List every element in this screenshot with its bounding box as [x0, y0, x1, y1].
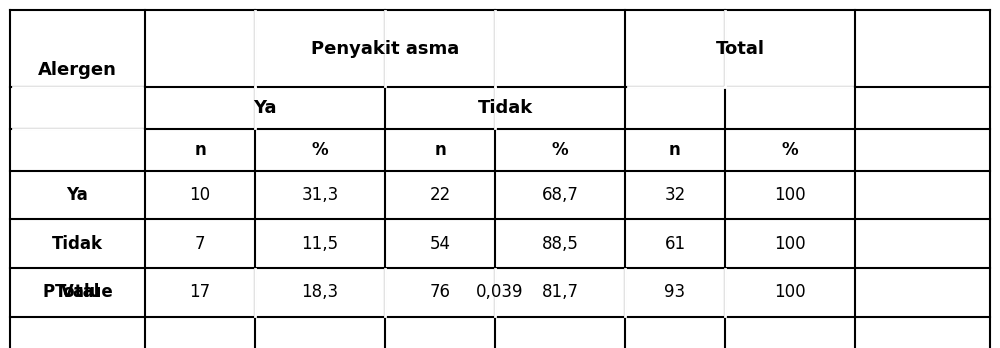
- Text: n: n: [194, 141, 206, 159]
- Text: Penyakit asma: Penyakit asma: [311, 40, 459, 58]
- Text: 100: 100: [774, 235, 806, 253]
- Text: 61: 61: [664, 235, 686, 253]
- Text: Alergen: Alergen: [38, 61, 117, 79]
- Text: 76: 76: [430, 283, 450, 301]
- Text: %: %: [552, 141, 568, 159]
- Text: 100: 100: [774, 283, 806, 301]
- Text: 68,7: 68,7: [542, 186, 578, 204]
- Text: Total: Total: [716, 40, 765, 58]
- Text: Tidak: Tidak: [477, 99, 533, 117]
- Text: 10: 10: [189, 186, 211, 204]
- Text: 11,5: 11,5: [301, 235, 339, 253]
- Text: 54: 54: [430, 235, 450, 253]
- Text: %: %: [312, 141, 328, 159]
- Text: Ya: Ya: [253, 99, 277, 117]
- Text: 81,7: 81,7: [542, 283, 578, 301]
- Text: 22: 22: [429, 186, 451, 204]
- Text: P Value: P Value: [43, 283, 112, 301]
- Text: 31,3: 31,3: [301, 186, 339, 204]
- Text: n: n: [669, 141, 681, 159]
- Text: 7: 7: [195, 235, 205, 253]
- Text: 100: 100: [774, 186, 806, 204]
- Text: Total: Total: [55, 283, 100, 301]
- Text: 17: 17: [189, 283, 211, 301]
- Text: 0,039: 0,039: [476, 283, 524, 301]
- Text: %: %: [782, 141, 798, 159]
- Text: n: n: [434, 141, 446, 159]
- Text: 32: 32: [664, 186, 686, 204]
- Text: 18,3: 18,3: [301, 283, 339, 301]
- Text: Tidak: Tidak: [52, 235, 103, 253]
- Text: 93: 93: [664, 283, 686, 301]
- Text: Ya: Ya: [67, 186, 88, 204]
- Text: 88,5: 88,5: [542, 235, 578, 253]
